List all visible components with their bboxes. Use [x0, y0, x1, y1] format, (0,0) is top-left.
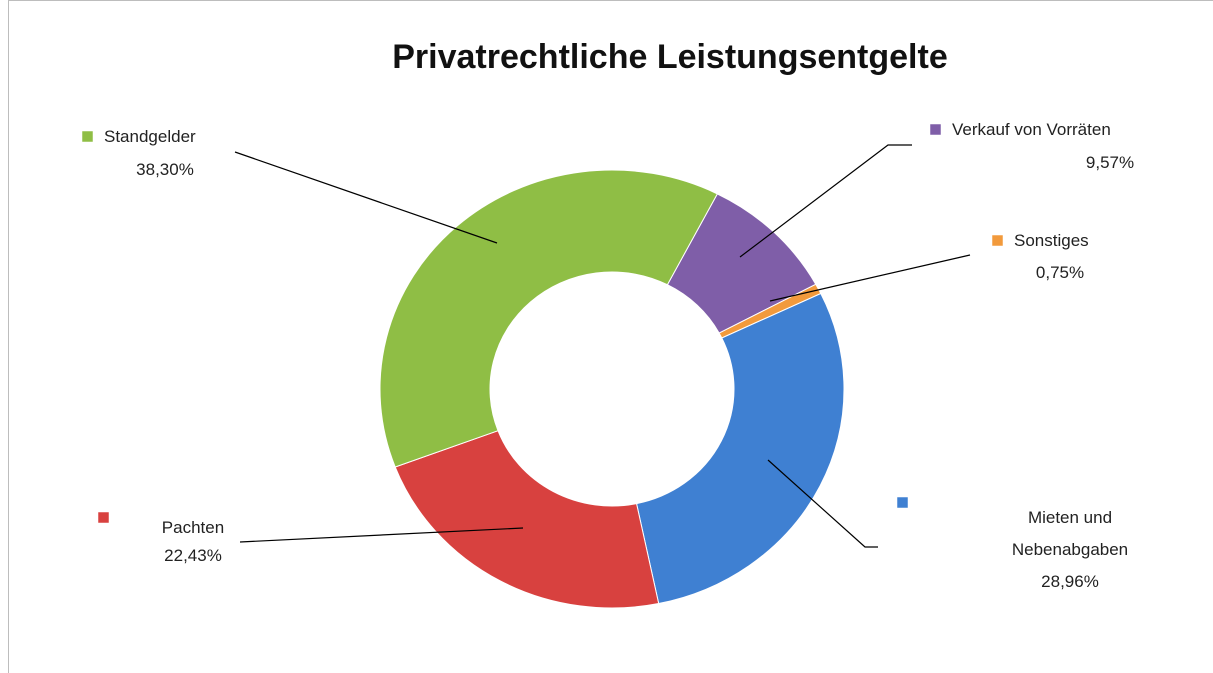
legend-marker: [81, 130, 94, 143]
chart-title: Privatrechtliche Leistungsentgelte: [392, 38, 948, 76]
slice-value: 28,96%: [1041, 572, 1099, 591]
slice-value: 38,30%: [136, 160, 194, 179]
slice-label: Sonstiges: [1014, 231, 1089, 250]
slice-label: Mieten und Nebenabgaben: [1011, 508, 1129, 559]
leader-line: [769, 254, 971, 302]
slice-label: Pachten: [161, 518, 225, 537]
slice-value: 9,57%: [1085, 153, 1135, 172]
slice-value: 22,43%: [164, 546, 222, 565]
leader-line: [234, 151, 498, 244]
legend-marker: [97, 511, 110, 524]
legend-marker: [991, 234, 1004, 247]
legend-marker: [929, 123, 942, 136]
leader-line: [239, 527, 524, 543]
leader-line: [767, 459, 878, 548]
donut-slice: [635, 292, 845, 605]
legend-marker: [896, 496, 909, 509]
slice-label: Verkauf von Vorräten: [952, 120, 1111, 139]
donut-slice: [394, 430, 660, 609]
slice-label: Standgelder: [104, 127, 196, 146]
slice-value: 0,75%: [1035, 263, 1085, 282]
chart-frame: [8, 0, 1213, 673]
donut-slice: [379, 169, 719, 468]
leader-line: [739, 144, 912, 258]
